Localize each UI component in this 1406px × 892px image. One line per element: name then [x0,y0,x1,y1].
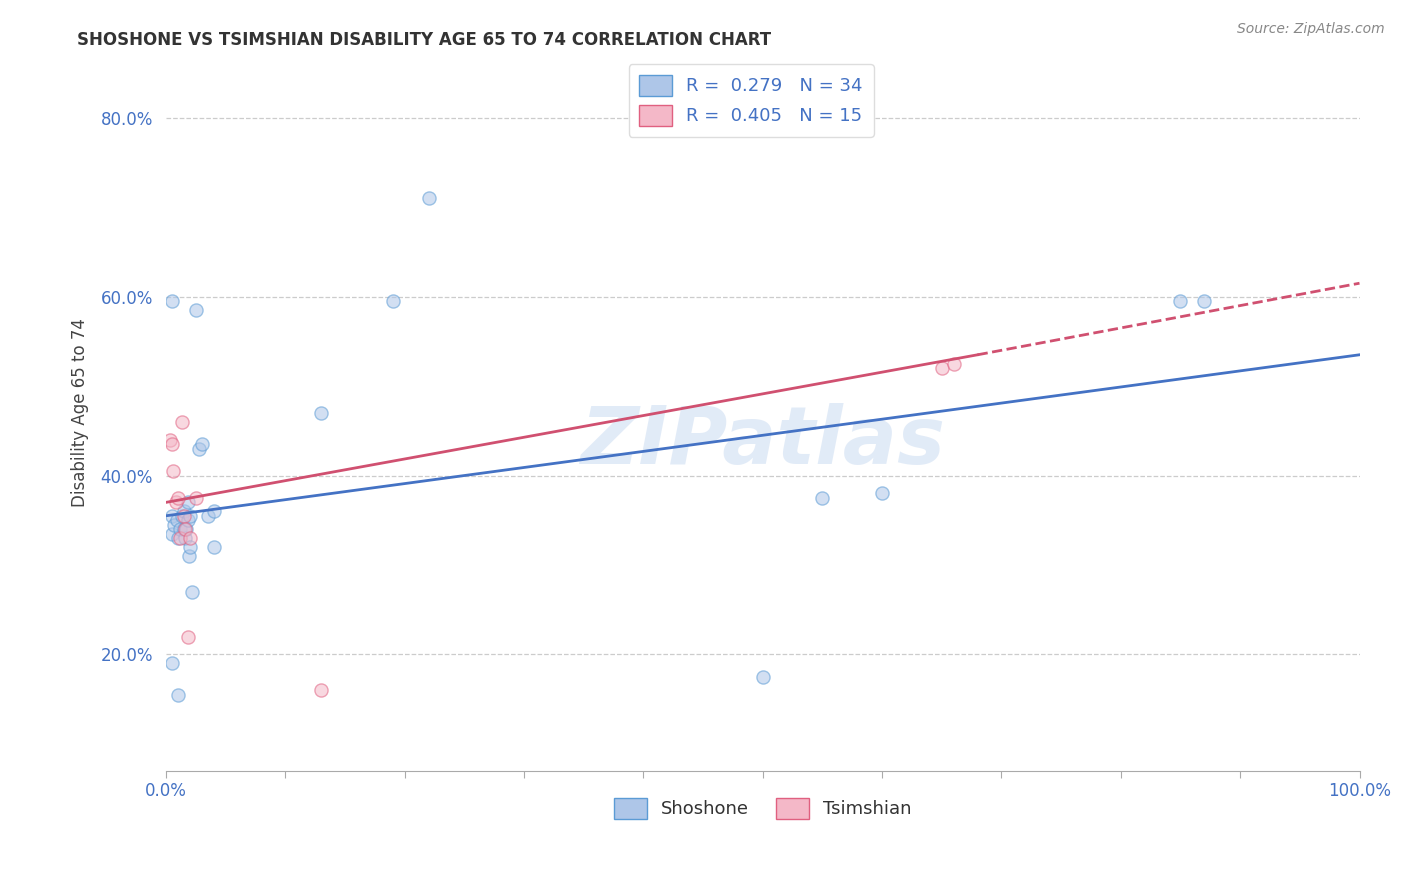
Point [176,513,198,527]
Point [176,495,198,509]
Point [170,508,193,523]
Point [181,584,204,599]
Point [188,442,211,456]
Point [942,357,965,371]
Point [160,657,183,671]
Point [176,630,198,644]
Text: Source: ZipAtlas.com: Source: ZipAtlas.com [1237,22,1385,37]
Y-axis label: Disability Age 65 to 74: Disability Age 65 to 74 [72,318,89,508]
Point [811,491,834,505]
Point [418,191,440,205]
Point [160,294,183,309]
Text: ZIPatlas: ZIPatlas [581,402,945,481]
Point [179,540,201,554]
Point [179,531,201,545]
Point [176,522,198,536]
Point [173,504,195,518]
Point [160,526,183,541]
Point [309,683,332,698]
Point [752,670,775,684]
Point [167,531,190,545]
Point [173,522,195,536]
Point [184,491,207,505]
Point [165,495,187,509]
Point [381,294,404,309]
Point [870,486,893,500]
Point [931,361,953,376]
Point [170,415,193,429]
Point [162,464,184,478]
Point [197,508,219,523]
Point [166,513,188,527]
Text: SHOSHONE VS TSIMSHIAN DISABILITY AGE 65 TO 74 CORRELATION CHART: SHOSHONE VS TSIMSHIAN DISABILITY AGE 65 … [77,31,772,49]
Point [174,522,197,536]
Point [173,508,195,523]
Point [179,508,201,523]
Point [177,549,200,563]
Point [202,540,225,554]
Point [309,406,332,420]
Point [159,433,181,447]
Point [169,522,191,536]
Point [174,531,197,545]
Point [160,508,183,523]
Legend: Shoshone, Tsimshian: Shoshone, Tsimshian [607,791,918,826]
Point [191,437,214,451]
Point [163,517,186,532]
Point [1194,294,1216,309]
Point [160,437,183,451]
Point [167,491,190,505]
Point [184,303,207,318]
Point [169,531,191,545]
Point [167,688,190,702]
Point [202,504,225,518]
Point [1170,294,1192,309]
